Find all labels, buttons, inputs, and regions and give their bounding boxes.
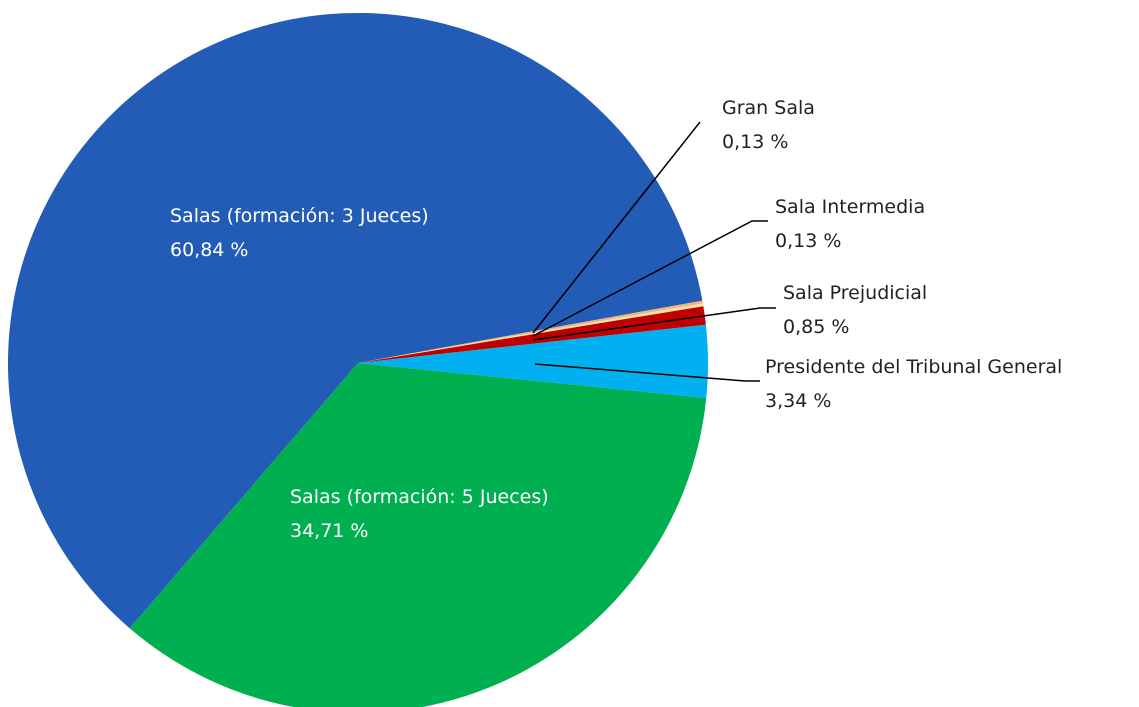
pie-slice	[358, 303, 704, 363]
pie-slice	[358, 300, 703, 363]
slice-value-label: 3,34 %	[765, 390, 831, 412]
pie-slice	[358, 306, 706, 363]
slice-label: Salas (formación: 5 Jueces)	[290, 486, 549, 508]
slice-value-label: 60,84 %	[170, 239, 249, 261]
slice-label: Presidente del Tribunal General	[765, 356, 1062, 378]
slice-label: Sala Prejudicial	[783, 282, 927, 304]
leader-line	[534, 363, 760, 382]
slice-label: Sala Intermedia	[775, 196, 925, 218]
slice-value-label: 0,13 %	[722, 131, 788, 153]
slice-value-label: 34,71 %	[290, 520, 369, 542]
slice-label: Salas (formación: 3 Jueces)	[170, 205, 429, 227]
slice-label: Gran Sala	[722, 97, 815, 119]
pie-slice	[129, 363, 707, 707]
leader-line	[532, 121, 701, 334]
slice-value-label: 0,85 %	[783, 316, 849, 338]
leader-line	[532, 220, 768, 337]
slice-value-label: 0,13 %	[775, 230, 841, 252]
pie-slice	[7, 12, 703, 629]
leader-line	[532, 307, 776, 341]
pie-slice	[358, 324, 708, 399]
